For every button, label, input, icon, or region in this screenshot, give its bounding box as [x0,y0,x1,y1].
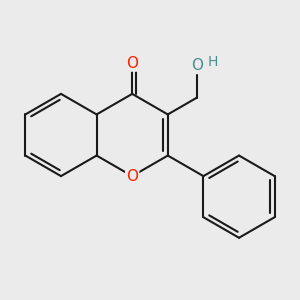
Text: H: H [207,55,218,69]
Text: O: O [126,56,138,70]
Text: O: O [191,58,203,73]
Text: O: O [126,169,138,184]
